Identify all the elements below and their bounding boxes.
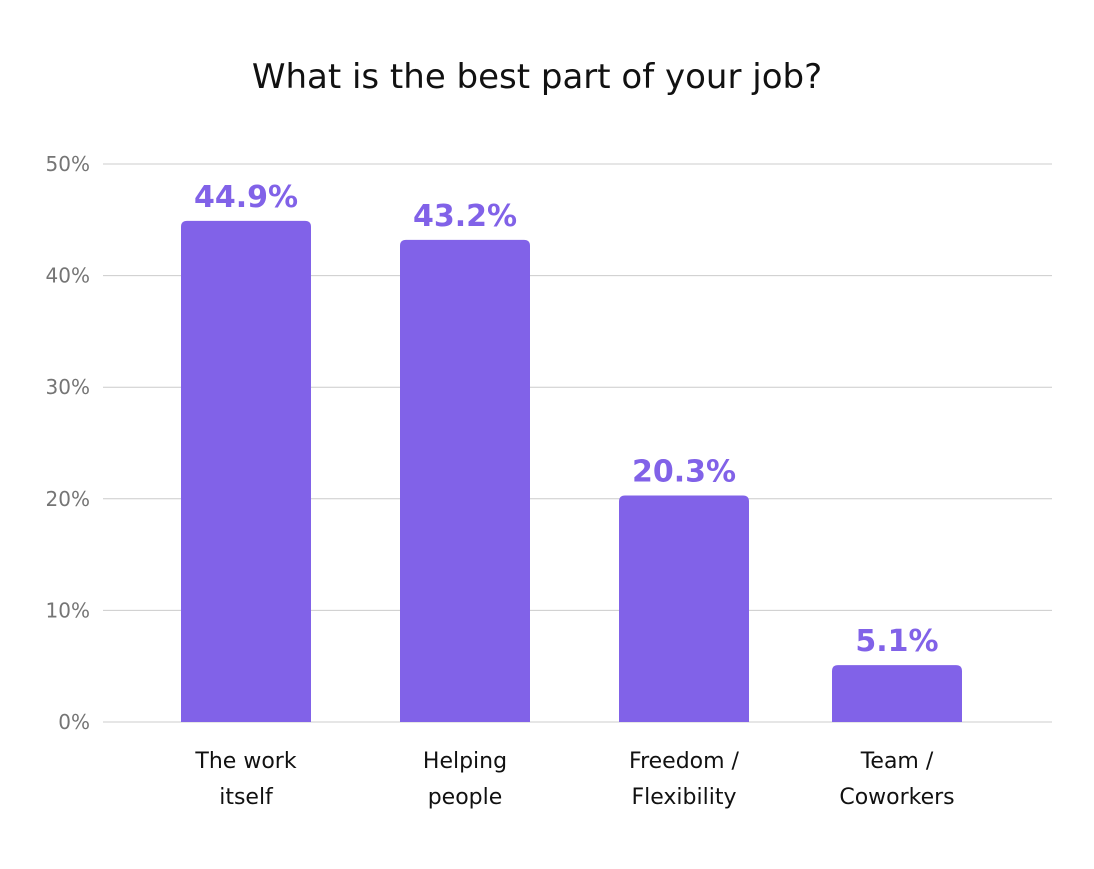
data-labels: 44.9% 43.2% 20.3% 5.1%: [194, 180, 939, 659]
x-category-label: Team /: [860, 749, 934, 774]
y-tick-label: 0%: [58, 710, 90, 734]
y-tick-label: 40%: [46, 264, 90, 288]
x-category-label: The work: [194, 749, 296, 774]
bar: [832, 665, 962, 722]
bar: [619, 495, 749, 722]
y-tick-label: 30%: [46, 375, 90, 399]
y-tick-label: 10%: [46, 598, 90, 622]
chart-title: What is the best part of your job?: [252, 57, 822, 97]
data-label: 20.3%: [632, 454, 736, 489]
bar: [181, 220, 311, 722]
y-tick-label: 50%: [46, 152, 90, 176]
x-category-label: people: [428, 785, 503, 810]
y-axis-tick-labels: 0% 10% 20% 30% 40% 50%: [46, 152, 90, 734]
y-tick-label: 20%: [46, 487, 90, 511]
x-axis-category-labels: The work itself Helping people Freedom / Flex…: [194, 749, 954, 810]
x-category-label: Coworkers: [839, 785, 954, 810]
x-category-label: Freedom /: [629, 749, 740, 774]
bar: [400, 239, 530, 722]
data-label: 5.1%: [855, 624, 938, 659]
x-category-label: Flexibility: [632, 785, 737, 810]
data-label: 43.2%: [413, 199, 517, 234]
x-category-label: itself: [219, 785, 274, 810]
data-label: 44.9%: [194, 180, 298, 215]
x-category-label: Helping: [423, 749, 507, 774]
bars: [181, 220, 962, 722]
